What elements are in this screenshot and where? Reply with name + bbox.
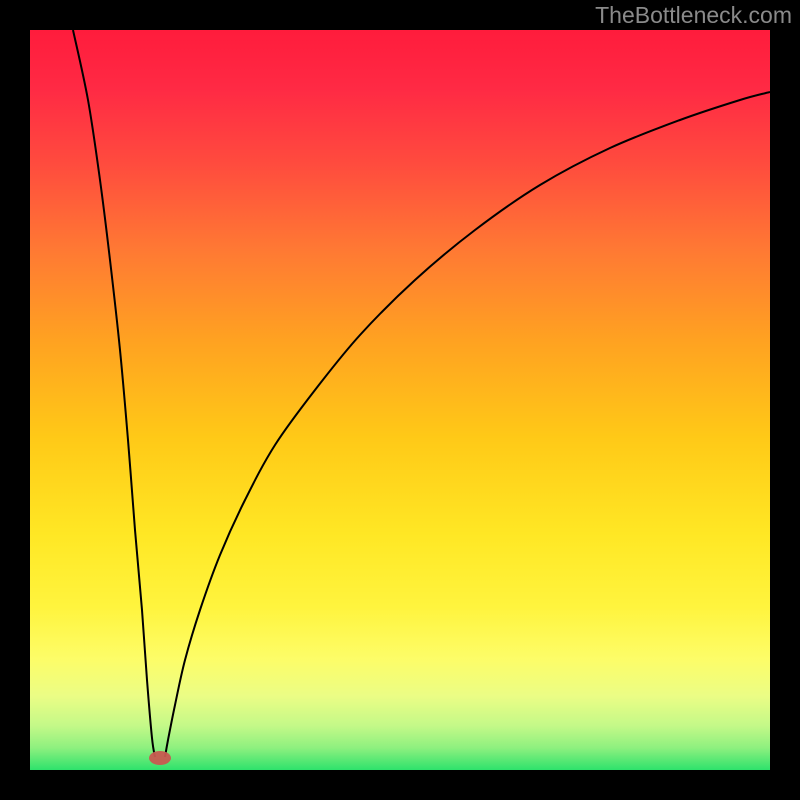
minimum-marker [149,751,171,765]
plot-area [30,30,770,770]
chart-container: TheBottleneck.com [0,0,800,800]
gradient-curve-chart [0,0,800,800]
watermark-label: TheBottleneck.com [595,2,792,29]
